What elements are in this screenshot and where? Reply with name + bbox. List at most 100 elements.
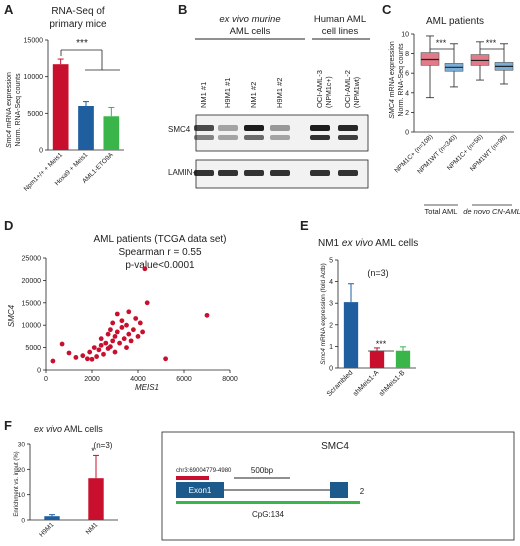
panel-a-ytick-label: 15000 [24, 38, 44, 45]
panel-f-title: ex vivo AML cells [34, 424, 103, 434]
panel-d-title: AML patients (TCGA data set) [93, 234, 226, 245]
panel-b-blot-label-smc4: SMC4 [168, 125, 191, 134]
panel-d-point-3 [73, 355, 79, 360]
panel-d-point-5 [85, 356, 90, 362]
panel-d-stat-p: p-value<0.0001 [125, 260, 195, 271]
panel-d-point-22 [112, 334, 118, 339]
panel-a-ytick-label: 0 [39, 148, 43, 155]
panel-a-bar-npm1-meis1 [52, 64, 69, 150]
panel-a-bar-aml1-eto9a [103, 116, 120, 150]
cpg-label: CpG:134 [252, 510, 285, 519]
panel-b-band-smc4-upper [310, 125, 330, 131]
panel-d-point-32 [126, 309, 132, 315]
panel-d-point-21 [112, 349, 118, 355]
panel-d-xtick-label: 6000 [176, 376, 192, 383]
panel-d-xlabel: MEIS1 [135, 383, 159, 392]
panel-e-ytick-label: 2 [329, 322, 333, 329]
panel-d-point-42 [204, 312, 210, 318]
panel-d-point-24 [114, 329, 120, 335]
panel-d-point-34 [131, 327, 136, 333]
panel-b-band-smc4-lower [310, 135, 330, 140]
panel-letter-b: B [178, 2, 187, 17]
panel-f-significance: * [91, 446, 95, 456]
panel-d-point-30 [124, 322, 129, 328]
panel-b-group2-line1: Human AML [314, 14, 366, 25]
panel-a-ylabel: Smc4 mRNA expression [6, 72, 13, 148]
panel-f-category-label: NM1 [85, 521, 100, 536]
panel-d-point-27 [119, 325, 125, 330]
panel-b-blot-smc4 [195, 114, 369, 152]
panel-d-point-13 [101, 351, 106, 357]
panel-b-group1-line1: ex vivo murine [219, 14, 280, 25]
panel-e-n: (n=3) [367, 268, 388, 278]
panel-b-lane-nm1-2: NM1 #2 [249, 82, 258, 108]
panel-d-stat-r: Spearman r = 0.55 [118, 247, 202, 258]
panel-d-point-39 [142, 266, 148, 272]
panel-b-band-smc4-upper [218, 125, 238, 131]
panel-c-ytick-label: 8 [405, 51, 409, 58]
panel-b-band-smc4-upper [244, 125, 264, 131]
panel-e: E NM1 ex vivo AML cells (n=3) Smc4 mRNA … [300, 218, 418, 398]
panel-b-blot-label-laminb: LAMIN-B [168, 168, 200, 177]
panel-d-point-2 [66, 350, 72, 356]
panel-d-xtick-label: 0 [44, 376, 48, 383]
panel-f-ytick-label: 0 [21, 518, 25, 525]
panel-b-bands [194, 125, 358, 176]
panel-d-point-11 [98, 342, 104, 348]
panel-c-significance-2: *** [486, 38, 497, 48]
panel-c-ylabel: SMC4 mRNA expression [389, 41, 396, 119]
panel-d-ytick-label: 15000 [22, 300, 42, 307]
panel-e-bar-shmeis1-b [395, 350, 411, 368]
panel-d-point-8 [91, 345, 97, 350]
panel-c-ytick-label: 10 [401, 32, 409, 39]
panel-e-ytick-label: 3 [329, 301, 333, 308]
panel-d-axes: 0 5000 10000 15000 20000 25000 0 2000 4000 6000 80… [22, 256, 238, 384]
panel-d-point-40 [144, 300, 150, 306]
exon1-box [176, 482, 224, 498]
gene-title: SMC4 [321, 441, 349, 452]
panel-d-point-33 [128, 338, 134, 344]
panel-e-bar-shmeis1-a [369, 351, 385, 368]
panel-b-lane-h9m1-2: H9M1 #2 [275, 78, 284, 108]
panel-c: C AML patients SMC4 mRNA expression Norm… [382, 2, 520, 216]
panel-d-point-20 [110, 320, 116, 326]
panel-d: D AML patients (TCGA data set) Spearman … [4, 218, 238, 392]
panel-d-ytick-label: 20000 [22, 278, 42, 285]
panel-b-band-smc4-lower [218, 135, 238, 140]
panel-a-title-1: RNA-Seq of [51, 6, 105, 17]
panel-f-n: (n=3) [94, 441, 113, 450]
panel-d-point-4 [80, 353, 86, 359]
panel-d-point-6 [87, 349, 93, 355]
panel-b-lane-h9m1-1: H9M1 #1 [223, 78, 232, 108]
panel-b-band-smc4-lower [338, 135, 358, 140]
panel-letter-e: E [300, 218, 309, 233]
panel-e-category-label: Scrambled [326, 369, 355, 398]
panel-f-category-label: H9M1 [38, 521, 55, 538]
panel-d-point-35 [133, 316, 139, 321]
panel-d-point-29 [124, 345, 129, 350]
panel-e-significance: *** [376, 339, 387, 349]
panel-e-ytick-label: 4 [329, 279, 333, 286]
panel-d-point-19 [110, 338, 116, 344]
gene-coordinate: chr3:69004779-4980 [176, 468, 232, 474]
panel-b-band-smc4-upper [338, 125, 358, 131]
panel-f-bar-nm1 [88, 478, 104, 520]
panel-f: F ex vivo AML cells (n=3) Enrichment vs.… [4, 418, 515, 541]
panel-d-point-7 [89, 356, 95, 362]
panel-d-point-38 [140, 329, 146, 335]
panel-c-ytick-label: 2 [405, 110, 409, 117]
panel-a-significance: *** [76, 38, 88, 49]
cpg-island-bar [176, 501, 360, 504]
panel-a-ytick-label: 5000 [27, 111, 43, 118]
panel-b-lane-nm1-1: NM1 #1 [199, 82, 208, 108]
panel-b-lane-oci-aml-2: OCI-AML-2 [343, 70, 352, 108]
panel-d-point-37 [137, 320, 143, 326]
panel-e-category-label: shMeis1-A [352, 369, 381, 398]
panel-c-ylabel-2: Norm. RNA-Seq counts [398, 43, 405, 117]
panel-c-ytick-label: 4 [405, 90, 409, 97]
panel-d-point-9 [94, 354, 99, 359]
exon1-label: Exon1 [189, 486, 212, 495]
panel-f-ytick-label: 30 [18, 442, 26, 449]
